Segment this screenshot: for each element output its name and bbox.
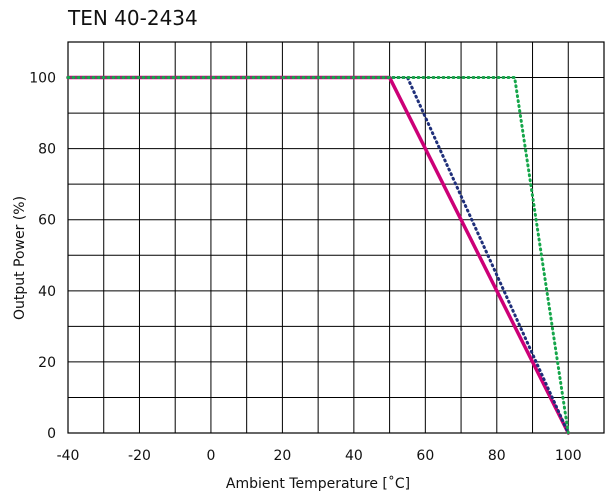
tick-layer: -40 -20 0 20 40 60 80 100 0 20 40 60 80 100	[29, 71, 581, 464]
x-axis-label: Ambient Temperature [˚C]	[226, 475, 410, 492]
y-tick-label: 100	[29, 71, 56, 87]
y-tick-label: 80	[38, 142, 56, 158]
series-line-3	[66, 76, 570, 435]
x-tick-label: 40	[345, 448, 363, 464]
grid-layer	[67, 41, 605, 434]
x-tick-label: -20	[128, 448, 151, 464]
plot-frame	[67, 41, 605, 434]
y-tick-label: 60	[38, 213, 56, 229]
y-tick-label: 20	[38, 355, 56, 371]
series-layer	[66, 75, 571, 435]
chart-title: TEN 40-2434	[67, 6, 198, 30]
y-tick-label: 40	[38, 284, 56, 300]
y-axis-label: Output Power (%)	[12, 196, 28, 320]
x-tick-label: 100	[555, 448, 582, 464]
x-tick-label: -40	[57, 448, 80, 464]
x-tick-label: 60	[416, 448, 434, 464]
y-tick-label: 0	[47, 426, 56, 442]
x-tick-label: 80	[488, 448, 506, 464]
x-tick-label: 20	[273, 448, 291, 464]
x-tick-label: 0	[206, 448, 215, 464]
